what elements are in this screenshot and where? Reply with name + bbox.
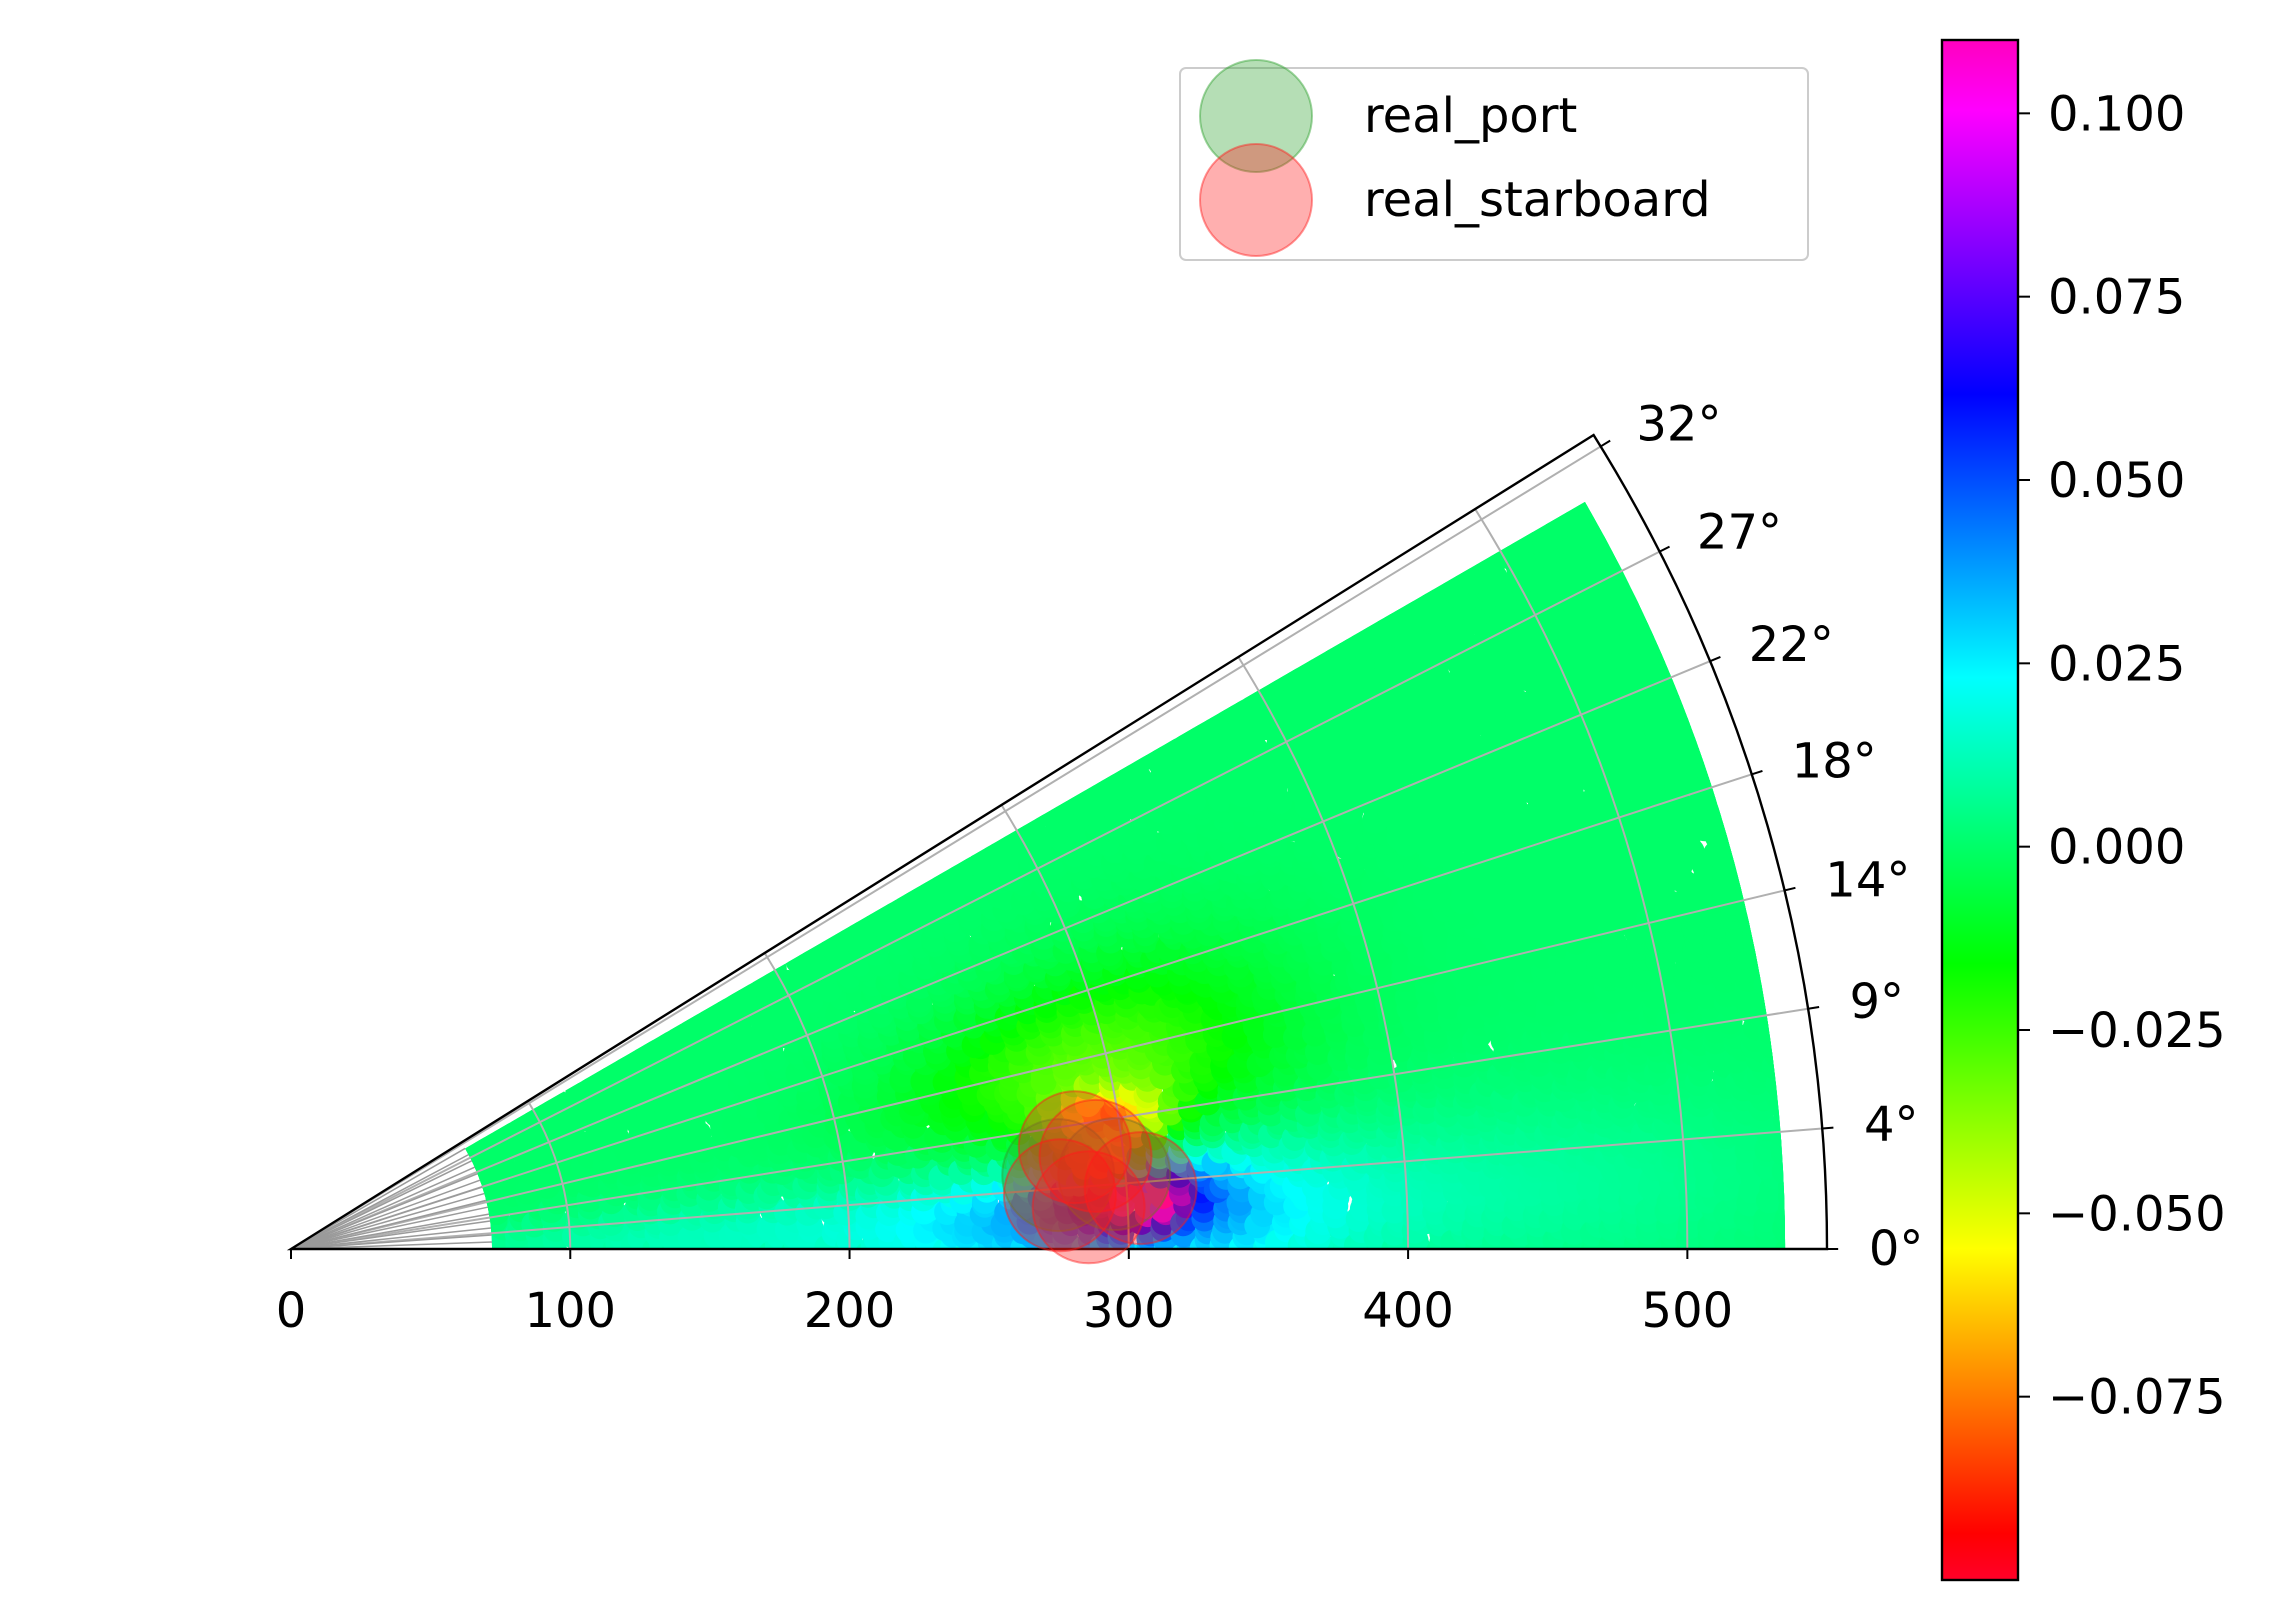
field-point <box>1596 519 1623 546</box>
theta-tick-label: 18° <box>1792 733 1877 789</box>
field-point <box>1578 501 1605 509</box>
theta-tick-label: 32° <box>1636 397 1721 453</box>
field-point <box>1318 627 1345 653</box>
theta-tick-mark <box>1751 769 1763 776</box>
r-tick-label: 500 <box>1642 1283 1734 1339</box>
field-point <box>1720 1249 1746 1275</box>
field-point <box>1215 690 1242 717</box>
colorbar-tick-label: −0.025 <box>2048 1003 2226 1059</box>
field-point <box>1450 1246 1477 1250</box>
scatter-field <box>465 501 1786 1275</box>
field-point <box>1631 579 1658 606</box>
theta-tick-mark <box>1822 1126 1834 1130</box>
r-tick-label: 100 <box>524 1283 616 1339</box>
colorbar-tick-label: −0.050 <box>2048 1186 2226 1242</box>
colorbar-bar <box>1940 38 2020 1582</box>
theta-tick-mark <box>1659 545 1670 553</box>
field-point <box>1654 631 1681 658</box>
field-point <box>1600 1247 1627 1250</box>
field-point <box>1742 887 1769 914</box>
field-point <box>1130 739 1157 765</box>
field-point <box>1720 805 1747 832</box>
legend-label-real-port: real_port <box>1364 88 1577 144</box>
field-point <box>1471 541 1498 567</box>
theta-tick-label: 22° <box>1749 617 1834 673</box>
colorbar-tick-label: 0.100 <box>2048 86 2185 142</box>
colorbar: 0.100 0.075 0.050 0.025 0.000 −0.025 −0.050 −0.… <box>1940 38 2226 1582</box>
field-point <box>947 846 974 873</box>
colorbar-tick-label: −0.075 <box>2048 1370 2226 1426</box>
field-point <box>1435 559 1462 585</box>
field-point <box>1770 1060 1786 1087</box>
field-point <box>1658 1246 1685 1250</box>
field-point <box>1286 651 1313 678</box>
field-point <box>1521 515 1548 542</box>
colorbar-tick-label: 0.075 <box>2048 270 2185 326</box>
field-point <box>1755 956 1782 983</box>
r-tick-label: 0 <box>276 1283 307 1339</box>
theta-tick-mark <box>1600 439 1611 448</box>
real-starboard-marker <box>1083 1131 1198 1246</box>
theta-tick-label: 14° <box>1825 853 1910 909</box>
theta-tick-mark <box>1709 655 1721 663</box>
field-point <box>1782 1247 1786 1250</box>
field-point <box>1697 1247 1724 1250</box>
colorbar-tick-label: 0.000 <box>2048 820 2185 876</box>
legend: real_port real_starboard <box>1179 59 1809 261</box>
field-point <box>1642 1247 1669 1250</box>
field-point <box>1757 1018 1784 1045</box>
theta-tick-label: 0° <box>1869 1221 1924 1277</box>
field-point <box>1367 599 1394 626</box>
legend-label-real-starboard: real_starboard <box>1364 172 1711 228</box>
field-point <box>1506 521 1533 548</box>
field-point <box>1488 1247 1514 1250</box>
field-point <box>1781 1229 1786 1250</box>
r-tick-label: 400 <box>1362 1283 1454 1339</box>
colorbar-tick-label: 0.025 <box>2048 636 2185 692</box>
theta-tick-label: 4° <box>1864 1097 1919 1153</box>
r-axis-ticks: 0 100 200 300 400 500 <box>276 1249 1733 1339</box>
theta-tick-label: 27° <box>1697 505 1782 561</box>
legend-marker-real-starboard <box>1199 143 1313 257</box>
colorbar-tick-label: 0.050 <box>2048 453 2185 509</box>
field-point <box>465 1234 489 1250</box>
field-point <box>1452 555 1479 582</box>
field-point <box>1779 1147 1786 1174</box>
theta-tick-mark <box>1807 1005 1820 1010</box>
field-point <box>1419 575 1446 602</box>
field-point <box>1676 1247 1703 1250</box>
field-point <box>1069 778 1096 805</box>
field-point <box>1632 589 1659 616</box>
field-point <box>1753 971 1780 998</box>
field-point <box>1565 1247 1592 1250</box>
r-tick-label: 200 <box>804 1283 896 1339</box>
field-point <box>1335 615 1362 642</box>
field-point <box>1773 1239 1786 1250</box>
field-point <box>1754 948 1781 975</box>
theta-tick-mark <box>1784 886 1796 892</box>
field-point <box>724 974 750 1001</box>
field-point <box>864 898 891 925</box>
field-point <box>1736 867 1763 894</box>
field-point <box>1520 1246 1547 1250</box>
field-point <box>1574 501 1601 519</box>
theta-tick-label: 9° <box>1849 974 1904 1030</box>
r-tick-label: 300 <box>1083 1283 1175 1339</box>
